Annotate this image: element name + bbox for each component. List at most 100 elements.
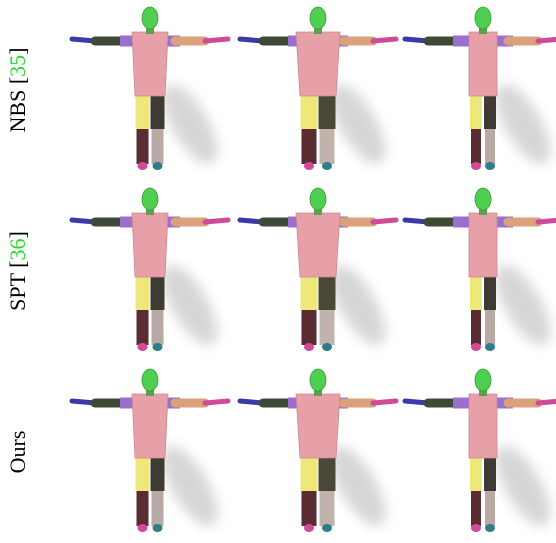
torso [469, 213, 497, 277]
foot [471, 162, 481, 170]
leg [136, 273, 150, 310]
leg [301, 273, 318, 310]
mesh-render [72, 7, 228, 172]
mesh-render [72, 369, 228, 534]
mesh-render [405, 7, 556, 172]
leg [471, 310, 481, 345]
torso [296, 32, 340, 96]
leg [484, 454, 496, 491]
row-labels: NBS [35]SPT [36]Ours [5, 48, 30, 474]
foot [304, 162, 314, 170]
mesh-render [240, 7, 396, 172]
leg [152, 310, 164, 345]
leg [136, 92, 150, 129]
leg [151, 92, 165, 129]
head [310, 188, 326, 210]
label-part: NBS [ [5, 77, 30, 133]
label-part: Ours [5, 431, 30, 474]
leg [320, 129, 335, 164]
foot [322, 162, 332, 170]
foot [153, 343, 163, 351]
foot [485, 343, 495, 351]
foot [471, 524, 481, 532]
figure: NBS [35]SPT [36]Ours [0, 0, 556, 543]
leg [136, 454, 150, 491]
torso [296, 213, 340, 277]
torso [296, 394, 340, 458]
leg [484, 273, 496, 310]
foot [471, 343, 481, 351]
mesh-render [240, 188, 396, 353]
leg [152, 491, 164, 526]
leg [320, 310, 335, 345]
arm [538, 39, 556, 41]
foot [304, 343, 314, 351]
arm [205, 39, 228, 41]
leg [484, 92, 496, 129]
foot [322, 343, 332, 351]
leg [151, 454, 165, 491]
torso [469, 394, 497, 458]
leg [302, 491, 317, 526]
mesh-render [405, 369, 556, 534]
arm [205, 220, 228, 222]
torso [132, 213, 168, 277]
foot [138, 343, 148, 351]
foot [138, 162, 148, 170]
foot [153, 162, 163, 170]
arm [373, 39, 396, 41]
leg [137, 491, 149, 526]
label-part: SPT [ [5, 260, 30, 310]
leg [471, 491, 481, 526]
head [475, 369, 491, 391]
leg [471, 129, 481, 164]
leg [470, 454, 482, 491]
leg [137, 310, 149, 345]
head [310, 7, 326, 29]
leg [470, 92, 482, 129]
row-label: SPT [36] [5, 231, 30, 311]
row-label: NBS [35] [5, 48, 30, 133]
head [142, 369, 158, 391]
label-part: ] [5, 48, 30, 55]
foot [485, 162, 495, 170]
leg [151, 273, 165, 310]
torso [132, 394, 168, 458]
torso [132, 32, 168, 96]
foot [485, 524, 495, 532]
foot [304, 524, 314, 532]
foot [153, 524, 163, 532]
arm [538, 401, 556, 403]
leg [485, 491, 495, 526]
arm [538, 220, 556, 222]
arm [373, 220, 396, 222]
head [142, 188, 158, 210]
arm [373, 401, 396, 403]
arm [205, 401, 228, 403]
leg [319, 92, 336, 129]
renders [72, 7, 556, 534]
leg [319, 273, 336, 310]
row-label: Ours [5, 431, 30, 474]
mesh-render [240, 369, 396, 534]
label-part: 36 [5, 238, 30, 260]
leg [302, 129, 317, 164]
leg [320, 491, 335, 526]
leg [470, 273, 482, 310]
foot [322, 524, 332, 532]
label-part: 35 [5, 55, 30, 77]
head [142, 7, 158, 29]
leg [485, 129, 495, 164]
torso [469, 32, 497, 96]
leg [485, 310, 495, 345]
leg [301, 92, 318, 129]
mesh-render [72, 188, 228, 353]
head [310, 369, 326, 391]
leg [152, 129, 164, 164]
leg [319, 454, 336, 491]
foot [138, 524, 148, 532]
head [475, 7, 491, 29]
label-part: ] [5, 231, 30, 238]
head [475, 188, 491, 210]
leg [302, 310, 317, 345]
